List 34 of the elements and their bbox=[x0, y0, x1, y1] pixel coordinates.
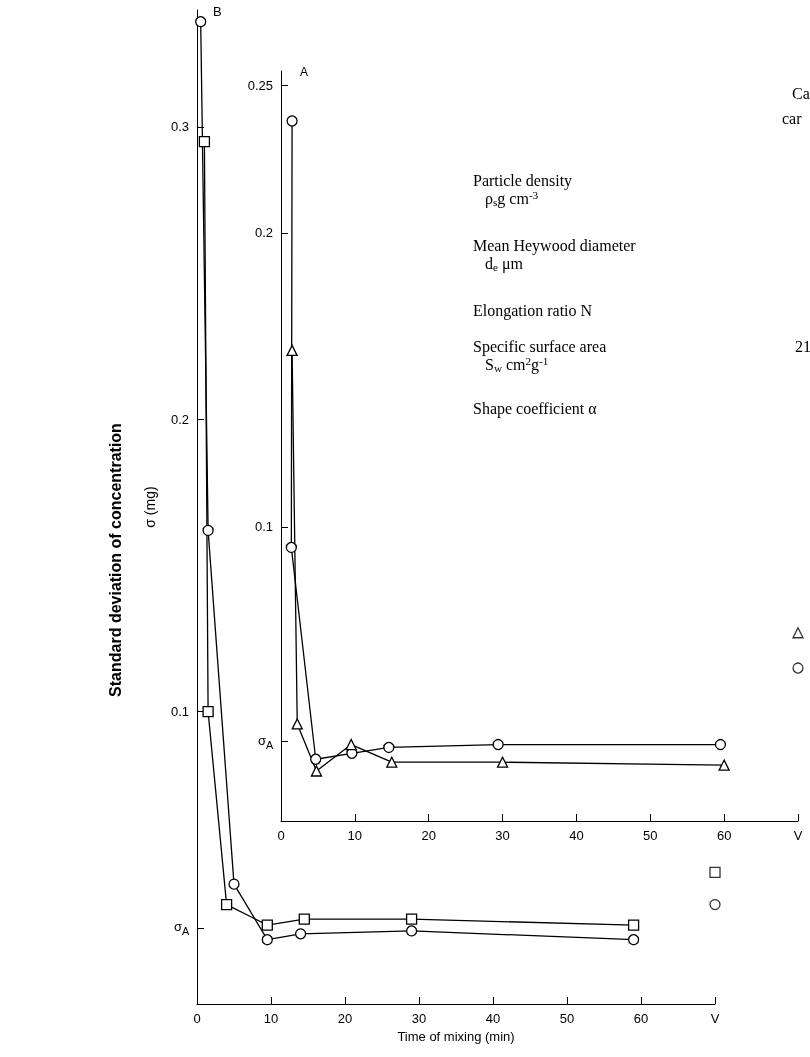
x-tick-label: 10 bbox=[347, 828, 363, 843]
x-tick-label: V bbox=[710, 1011, 720, 1026]
y-tick-label: 0.1 bbox=[254, 519, 273, 535]
x-axis-title: Time of mixing (min) bbox=[397, 1028, 515, 1044]
x-tick-label: 20 bbox=[337, 1011, 353, 1026]
x-tick-label: 30 bbox=[411, 1011, 427, 1026]
annotation: Ca bbox=[792, 85, 810, 103]
x-tick-label: V bbox=[793, 828, 803, 843]
x-tick-label: 0 bbox=[193, 1011, 201, 1026]
x-tick-label: 50 bbox=[559, 1011, 575, 1026]
x-tick-label: 0 bbox=[277, 828, 285, 843]
x-tick-label: 60 bbox=[716, 828, 732, 843]
x-tick-label: 40 bbox=[569, 828, 584, 843]
x-tick-label: 60 bbox=[633, 1011, 649, 1026]
y-axis-title: σ (mg) bbox=[142, 486, 158, 528]
y-tick-label: 0.1 bbox=[170, 704, 189, 720]
y-tick-label: 0.2 bbox=[170, 411, 189, 427]
annotation: A bbox=[300, 64, 309, 79]
annotation: 21 bbox=[795, 338, 810, 356]
x-tick-label: 30 bbox=[495, 828, 510, 843]
x-tick-label: 50 bbox=[643, 828, 658, 843]
text: Standard deviation of concentration bbox=[106, 423, 124, 697]
annotation: car bbox=[782, 110, 803, 128]
y-tick-label: 0.25 bbox=[247, 78, 273, 94]
y-tick-label: 0.2 bbox=[254, 225, 273, 241]
annotation: Shape coefficient α bbox=[473, 400, 598, 419]
x-tick-label: 10 bbox=[263, 1011, 279, 1026]
annotation: B bbox=[213, 3, 222, 19]
annotation: Elongation ratio N bbox=[473, 302, 593, 321]
y-tick-label: σ$_{A}$ bbox=[258, 732, 274, 751]
y-tick-label: σ$_{A}$ bbox=[174, 918, 190, 937]
y-tick-label: 0.3 bbox=[170, 119, 189, 135]
x-tick-label: 40 bbox=[485, 1011, 501, 1026]
x-tick-label: 20 bbox=[421, 828, 436, 843]
